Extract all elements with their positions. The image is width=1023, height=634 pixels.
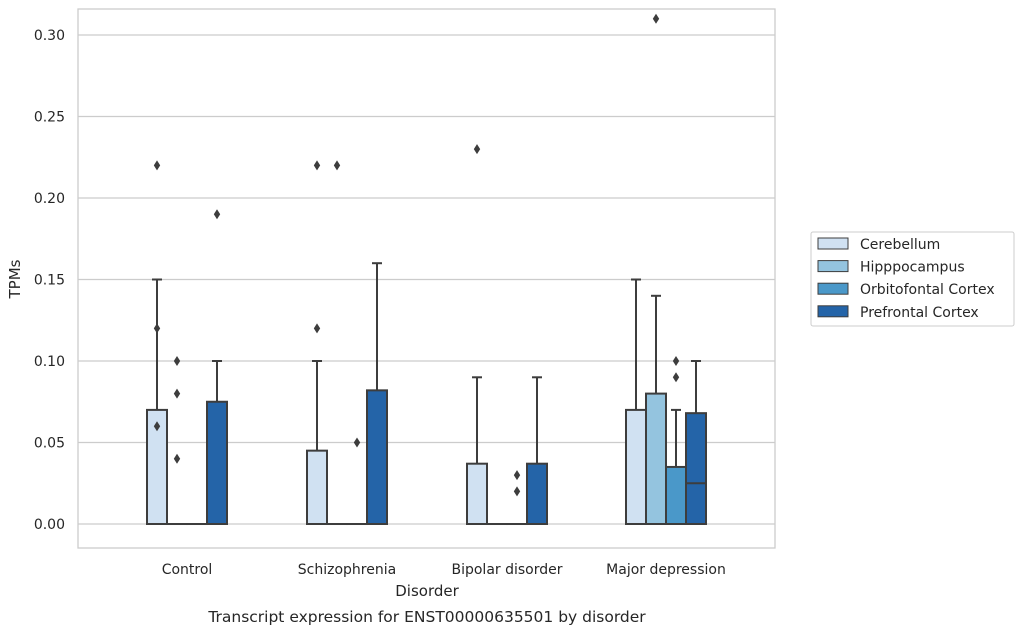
x-tick-labels: Control Schizophrenia Bipolar disorder Majo… xyxy=(162,562,726,578)
y-tick-labels: 0.00 0.05 0.10 0.15 0.20 0.25 0.30 xyxy=(34,28,65,533)
box-rect xyxy=(366,389,388,525)
box-rect xyxy=(645,392,667,525)
box-hipppocampus xyxy=(326,160,348,526)
box-prefrontal-cortex xyxy=(685,360,707,525)
box-orbitofontal-cortex xyxy=(506,470,528,526)
outlier-point xyxy=(652,13,660,24)
outlier-point xyxy=(473,144,481,155)
outlier-point xyxy=(153,160,161,171)
x-tick-label: Schizophrenia xyxy=(298,562,396,578)
outlier-point xyxy=(313,323,321,334)
box-orbitofontal-cortex xyxy=(346,437,368,526)
legend-label: Prefrontal Cortex xyxy=(860,305,979,321)
box-cerebellum xyxy=(146,160,168,525)
box-rect xyxy=(466,462,488,526)
box-cerebellum xyxy=(625,278,647,525)
box-rect xyxy=(526,462,548,526)
legend-label: Orbitofontal Cortex xyxy=(860,282,995,298)
y-tick-label: 0.30 xyxy=(34,28,65,44)
box-prefrontal-cortex xyxy=(206,209,228,525)
box-rect xyxy=(625,408,647,525)
x-axis-label: Disorder xyxy=(395,582,459,600)
plot-frame xyxy=(77,8,776,549)
box-rect xyxy=(306,449,328,525)
outlier-point xyxy=(333,160,341,171)
box-rect xyxy=(206,400,228,525)
outlier-point xyxy=(672,372,680,383)
box-cerebellum xyxy=(466,144,488,526)
outlier-point xyxy=(353,437,361,448)
legend-swatch xyxy=(817,260,849,273)
outlier-point xyxy=(173,453,181,464)
y-tick-label: 0.15 xyxy=(34,273,65,289)
legend-swatch xyxy=(817,305,849,318)
y-tick-label: 0.25 xyxy=(34,110,65,126)
y-tick-label: 0.00 xyxy=(34,517,65,533)
box-rect xyxy=(685,412,707,525)
box-cerebellum xyxy=(306,160,328,525)
x-tick-label: Major depression xyxy=(606,562,726,578)
box-prefrontal-cortex xyxy=(366,262,388,525)
boxes xyxy=(146,13,707,526)
outlier-point xyxy=(213,209,221,220)
outlier-point xyxy=(672,356,680,366)
outlier-point xyxy=(153,323,161,334)
outlier-point xyxy=(173,388,181,399)
outlier-point xyxy=(153,421,161,432)
box-hipppocampus xyxy=(645,13,667,525)
outlier-point xyxy=(173,356,181,366)
legend-label: Hipppocampus xyxy=(860,260,965,276)
y-axis-label: TPMs xyxy=(6,259,24,299)
y-tick-label: 0.10 xyxy=(34,354,65,370)
legend-swatch xyxy=(817,282,849,295)
outlier-point xyxy=(513,470,521,481)
chart-caption: Transcript expression for ENST0000063550… xyxy=(207,608,646,626)
box-prefrontal-cortex xyxy=(526,376,548,526)
legend-items: Cerebellum Hipppocampus Orbitofontal Corte… xyxy=(817,237,995,321)
x-tick-label: Bipolar disorder xyxy=(451,562,562,578)
outlier-point xyxy=(513,486,521,497)
box-hipppocampus xyxy=(166,356,188,526)
legend-frame xyxy=(810,231,1015,327)
y-tick-label: 0.05 xyxy=(34,436,65,452)
box-orbitofontal-cortex xyxy=(665,356,687,526)
legend-label: Cerebellum xyxy=(860,237,940,253)
box-rect xyxy=(665,465,687,526)
gridlines xyxy=(78,34,775,525)
y-tick-label: 0.20 xyxy=(34,191,65,207)
outlier-point xyxy=(313,160,321,171)
legend-swatch xyxy=(817,237,849,250)
legend: Cerebellum Hipppocampus Orbitofontal Corte… xyxy=(810,231,1015,327)
x-tick-label: Control xyxy=(162,562,213,578)
